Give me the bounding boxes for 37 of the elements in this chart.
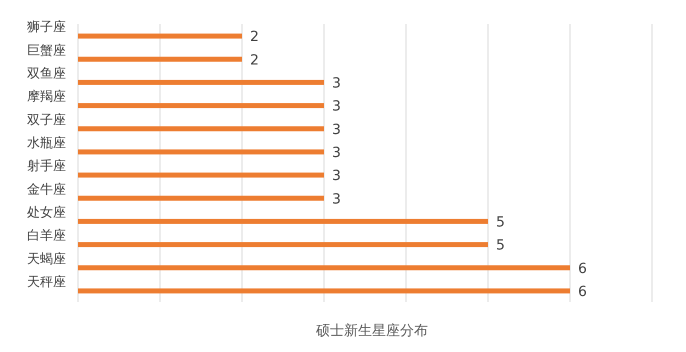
y-tick-label: 射手座 (27, 158, 66, 174)
data-label: 6 (578, 260, 587, 277)
data-label: 3 (332, 168, 341, 184)
data-label: 6 (578, 284, 587, 300)
bar (78, 265, 570, 270)
bar (78, 80, 324, 85)
bar (78, 218, 488, 224)
y-tick-label: 白羊座 (27, 228, 66, 244)
bar (78, 34, 242, 39)
y-tick-label: 处女座 (27, 204, 66, 220)
data-label: 3 (332, 191, 341, 208)
y-tick-label: 双子座 (27, 112, 66, 128)
bar (78, 149, 324, 154)
bar (78, 126, 324, 132)
data-label: 3 (332, 122, 341, 138)
y-tick-label: 双鱼座 (27, 65, 66, 82)
y-tick-label: 水瓶座 (27, 134, 66, 151)
data-label: 3 (332, 98, 341, 115)
y-tick-label: 天蝎座 (27, 250, 66, 267)
data-label: 2 (250, 52, 259, 68)
data-label: 5 (496, 238, 505, 254)
y-tick-label: 金牛座 (27, 181, 66, 198)
data-label: 2 (250, 29, 259, 46)
y-tick-label: 摩羯座 (27, 88, 66, 105)
bar (78, 172, 324, 178)
y-tick-label: 狮子座 (27, 19, 66, 36)
bar (78, 242, 488, 248)
data-label: 5 (496, 214, 505, 230)
data-label: 3 (332, 75, 341, 92)
data-label: 3 (332, 144, 341, 161)
y-tick-label: 巨蟹座 (27, 42, 66, 58)
bar (78, 288, 570, 294)
bar (78, 56, 242, 62)
bar (78, 196, 324, 201)
bar (78, 103, 324, 108)
y-tick-label: 天秤座 (27, 274, 66, 290)
x-axis-title: 硕士新生星座分布 (315, 323, 428, 339)
